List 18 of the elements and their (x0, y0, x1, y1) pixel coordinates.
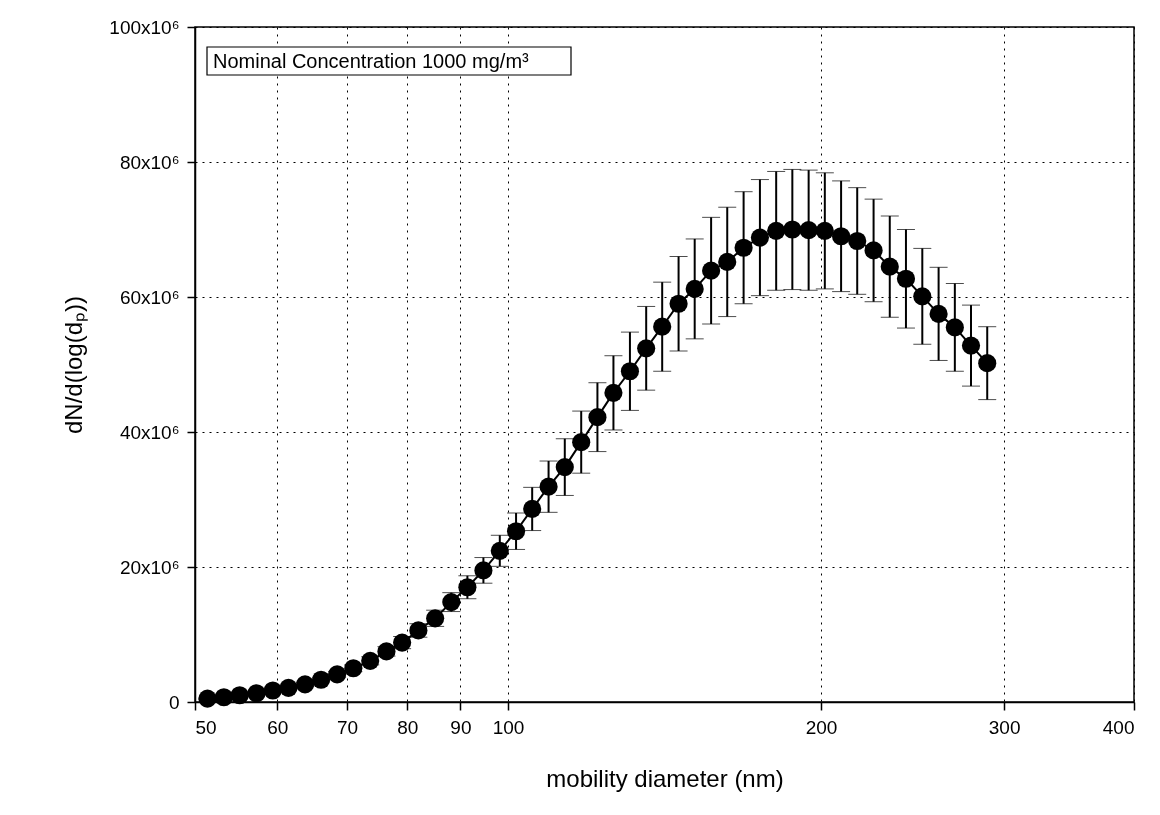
y-tick-label: 100x10⁶ (109, 16, 180, 38)
x-tick-label: 90 (450, 716, 472, 738)
x-tick-label: 60 (267, 716, 289, 738)
x-tick-label: 50 (195, 716, 217, 738)
x-tick-label: 200 (805, 716, 838, 738)
y-tick-label: 40x10⁶ (119, 421, 180, 443)
x-tick-label: 70 (336, 716, 359, 738)
x-tick-label: 80 (397, 716, 419, 738)
x-axis-title: mobility diameter (nm) (546, 764, 784, 792)
x-tick-label: 300 (988, 716, 1021, 738)
y-tick-label: 20x10⁶ (119, 556, 180, 578)
x-tick-label: 100 (492, 716, 525, 738)
y-tick-label: 0 (168, 691, 180, 713)
y-axis-title: dN/d(log(dₚ)) (60, 295, 89, 435)
y-tick-label: 80x10⁶ (119, 151, 180, 173)
annotation: Nominal Concentration 1000 mg/m³ (213, 50, 530, 72)
y-tick-label: 60x10⁶ (119, 286, 180, 308)
x-tick-label: 400 (1102, 716, 1135, 738)
